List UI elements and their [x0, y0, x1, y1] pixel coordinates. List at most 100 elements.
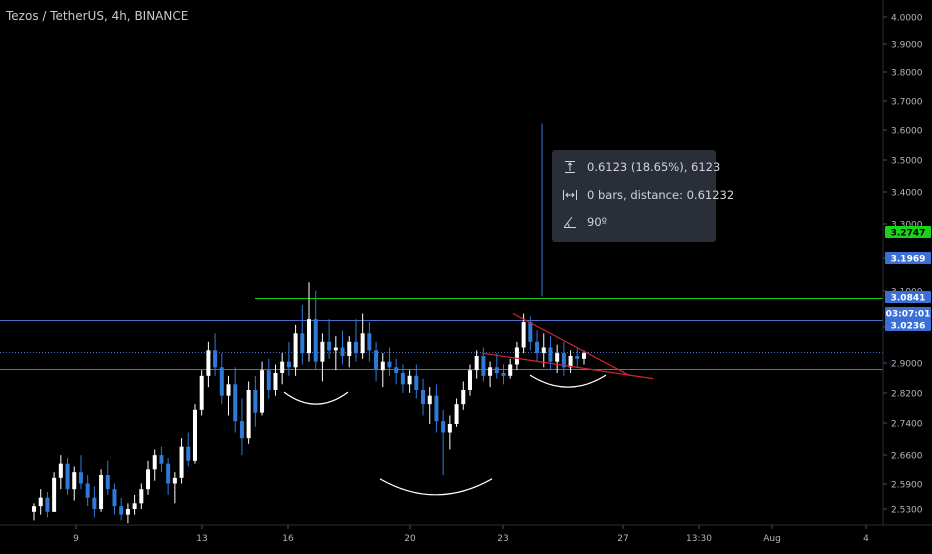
candle-body — [427, 395, 432, 405]
candle-body — [494, 367, 499, 373]
candle-body — [260, 370, 265, 413]
candle-body — [65, 463, 70, 490]
candle-body — [582, 353, 586, 359]
x-tick-label: 13 — [196, 534, 207, 544]
trendline — [481, 352, 654, 380]
candle-body — [179, 446, 184, 478]
candle-body — [246, 389, 251, 439]
tooltip-price-row: 0.6123 (18.65%), 6123 — [562, 159, 720, 175]
y-tick-label: 2.5300 — [891, 506, 923, 516]
y-tick-label: 2.5900 — [891, 481, 923, 491]
candle-body — [286, 361, 291, 368]
lines-layer — [0, 298, 883, 370]
candle-body — [360, 333, 365, 354]
price-label: 3.0841 — [891, 294, 926, 304]
candle-body — [199, 375, 204, 410]
candle-body — [575, 355, 580, 359]
candle-body — [266, 370, 271, 390]
price-label-bg — [885, 291, 931, 303]
candle-body — [300, 333, 305, 354]
candle-body — [521, 321, 526, 348]
candle-body — [233, 384, 238, 422]
candle-body — [139, 489, 144, 504]
candle-body — [414, 375, 419, 390]
candle-body — [454, 404, 459, 424]
tooltip-price-change: 0.6123 (18.65%), 6123 — [587, 160, 721, 174]
candle-body — [501, 372, 506, 376]
candle-body — [387, 361, 392, 368]
candle-body — [333, 347, 338, 351]
candle-body — [273, 372, 278, 390]
x-tick-label: 20 — [404, 534, 416, 544]
measure-tooltip: 0.6123 (18.65%), 6123 0 bars, distance: … — [552, 150, 734, 242]
candle-body — [146, 469, 151, 490]
candle-body — [421, 389, 426, 405]
price-label-bg — [885, 307, 931, 319]
candle-body — [514, 347, 519, 365]
candle-body — [226, 384, 231, 396]
y-tick-label: 2.6600 — [891, 452, 923, 462]
y-tick-label: 3.8000 — [891, 69, 923, 79]
candle-body — [467, 370, 472, 390]
y-tick-label: 3.9000 — [891, 41, 923, 51]
price-range-icon — [565, 161, 575, 173]
x-tick-label: 23 — [497, 534, 508, 544]
pattern-arc-right-shoulder — [529, 374, 607, 388]
x-tick-label: Aug — [763, 534, 781, 544]
price-label: 03:07:01 — [886, 310, 931, 320]
y-tick-label: 2.7400 — [891, 420, 923, 430]
candle-body — [528, 321, 533, 342]
x-tick-label: 9 — [73, 534, 79, 544]
candle-body — [394, 367, 399, 373]
candle-body — [541, 347, 546, 354]
candle-body — [125, 509, 130, 515]
candle-body — [407, 375, 412, 385]
candle-body — [99, 474, 104, 509]
candle-body — [32, 506, 36, 512]
pattern-arc-left-shoulder — [283, 391, 349, 405]
candles-layer — [32, 282, 586, 524]
y-tick-label: 3.5000 — [891, 157, 923, 167]
y-tick-label: 3.4000 — [891, 189, 923, 199]
x-tick-label: 13:30 — [686, 534, 712, 544]
candle-body — [441, 421, 446, 433]
price-label: 3.1969 — [891, 255, 926, 265]
x-tick-label: 16 — [282, 534, 294, 544]
candle-body — [400, 372, 405, 385]
candle-body — [159, 455, 164, 464]
candle-body — [152, 455, 157, 470]
candle-body — [347, 341, 352, 356]
pattern-arc-head — [379, 478, 493, 496]
candle-body — [320, 341, 325, 362]
x-tick-label: 27 — [617, 534, 628, 544]
candle-body — [186, 446, 191, 461]
candle-body — [461, 389, 466, 405]
candle-body — [548, 347, 553, 362]
candle-body — [488, 367, 493, 376]
y-tick-label: 2.8200 — [891, 390, 923, 400]
candle-body — [293, 333, 298, 368]
candle-body — [374, 350, 379, 371]
price-label-bg — [885, 226, 931, 238]
candle-body — [313, 319, 318, 362]
bars-distance-icon — [563, 190, 577, 200]
candle-body — [85, 483, 90, 498]
candle-body — [481, 355, 486, 376]
candle-body — [434, 395, 439, 422]
candle-body — [72, 472, 77, 490]
candle-body — [166, 463, 171, 484]
price-label: 3.2747 — [891, 229, 926, 239]
candle-body — [340, 347, 345, 356]
candle-body — [555, 353, 560, 362]
candle-body — [213, 350, 218, 368]
candle-body — [568, 355, 573, 368]
chart-title: Tezos / TetherUS, 4h, BINANCE — [6, 9, 189, 23]
y-tick-label: 3.6000 — [891, 127, 923, 137]
candle-body — [380, 361, 385, 371]
candle-body — [192, 409, 197, 461]
y-tick-label: 4.0000 — [891, 14, 923, 24]
price-label-bg — [885, 252, 931, 264]
candle-body — [78, 472, 83, 484]
tooltip-bars-distance: 0 bars, distance: 0.61232 — [587, 188, 735, 202]
